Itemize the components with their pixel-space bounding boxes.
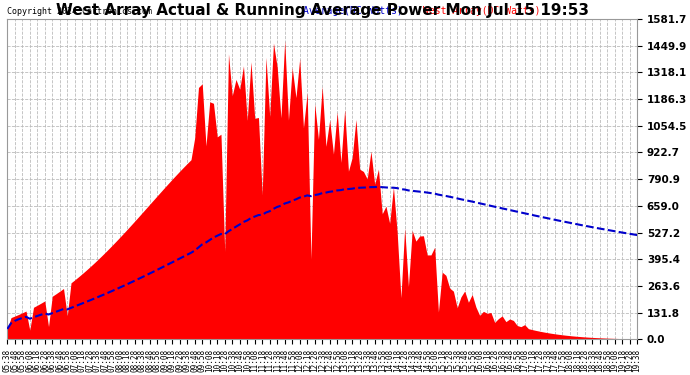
Text: Copyright 2024 Cartronics.com: Copyright 2024 Cartronics.com xyxy=(8,7,152,16)
Text: Average(DC Watts): Average(DC Watts) xyxy=(304,6,403,16)
Title: West Array Actual & Running Average Power Mon Jul 15 19:53: West Array Actual & Running Average Powe… xyxy=(56,3,589,18)
Text: West Array(DC Watts): West Array(DC Watts) xyxy=(423,6,540,16)
